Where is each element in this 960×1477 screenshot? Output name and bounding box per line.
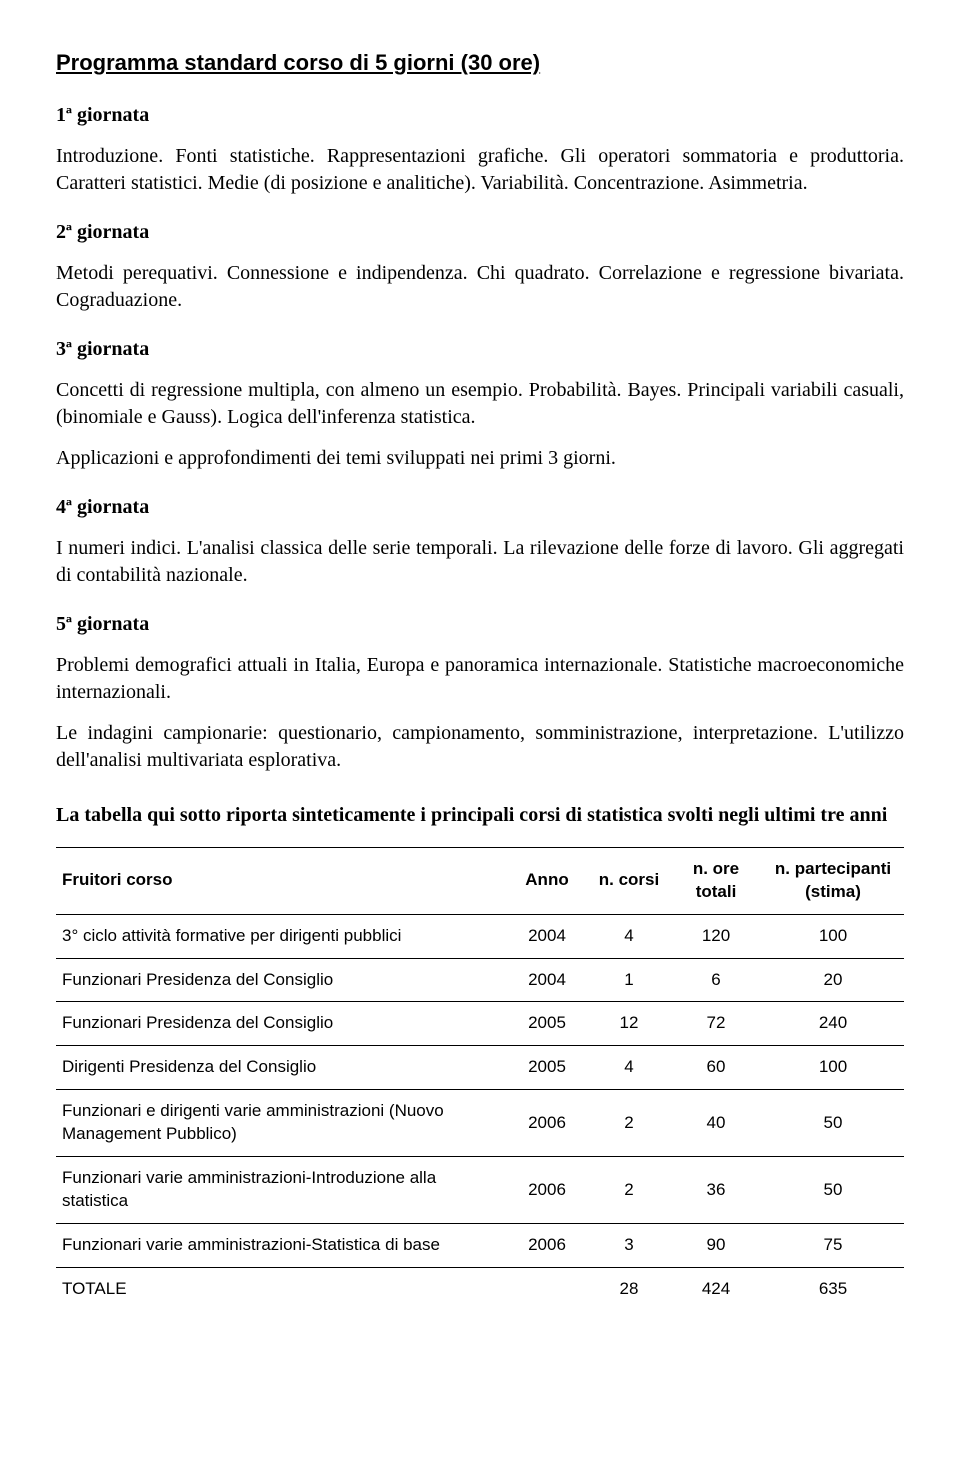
table-row: Funzionari Presidenza del Consiglio 2005…: [56, 1002, 904, 1046]
cell-ore: 60: [670, 1046, 762, 1090]
day-1-text: Introduzione. Fonti statistiche. Rappres…: [56, 143, 904, 197]
cell-part: 100: [762, 914, 904, 958]
day-4-text: I numeri indici. L'analisi classica dell…: [56, 535, 904, 589]
table-intro: La tabella qui sotto riporta sinteticame…: [56, 802, 904, 829]
day-5-heading: 5ª giornata: [56, 611, 904, 638]
cell-anno: 2006: [506, 1090, 588, 1157]
th-anno: Anno: [506, 847, 588, 914]
th-ore: n. ore totali: [670, 847, 762, 914]
day-4-heading: 4ª giornata: [56, 494, 904, 521]
cell-ore: 72: [670, 1002, 762, 1046]
cell-ore: 6: [670, 958, 762, 1002]
cell-ore: 40: [670, 1090, 762, 1157]
cell-label: Dirigenti Presidenza del Consiglio: [56, 1046, 506, 1090]
day-5: 5ª giornata Problemi demografici attuali…: [56, 611, 904, 774]
cell-anno: 2005: [506, 1002, 588, 1046]
cell-part: 50: [762, 1157, 904, 1224]
cell-part: 20: [762, 958, 904, 1002]
table-row: Funzionari e dirigenti varie amministraz…: [56, 1090, 904, 1157]
day-2: 2ª giornata Metodi perequativi. Connessi…: [56, 219, 904, 314]
day-5-text2: Le indagini campionarie: questionario, c…: [56, 720, 904, 774]
cell-total-ore: 424: [670, 1268, 762, 1311]
cell-anno: 2004: [506, 958, 588, 1002]
day-5-text: Problemi demografici attuali in Italia, …: [56, 652, 904, 706]
cell-ore: 90: [670, 1224, 762, 1268]
cell-ore: 36: [670, 1157, 762, 1224]
day-3-text: Concetti di regressione multipla, con al…: [56, 377, 904, 431]
cell-part: 75: [762, 1224, 904, 1268]
day-2-heading: 2ª giornata: [56, 219, 904, 246]
day-3: 3ª giornata Concetti di regressione mult…: [56, 336, 904, 472]
cell-label: 3° ciclo attività formative per dirigent…: [56, 914, 506, 958]
day-1: 1ª giornata Introduzione. Fonti statisti…: [56, 102, 904, 197]
document-title: Programma standard corso di 5 giorni (30…: [56, 48, 904, 78]
cell-label: Funzionari varie amministrazioni-Introdu…: [56, 1157, 506, 1224]
cell-label: Funzionari varie amministrazioni-Statist…: [56, 1224, 506, 1268]
cell-anno: 2006: [506, 1224, 588, 1268]
courses-table: Fruitori corso Anno n. corsi n. ore tota…: [56, 847, 904, 1311]
table-total-row: TOTALE 28 424 635: [56, 1268, 904, 1311]
th-partecipanti: n. partecipanti (stima): [762, 847, 904, 914]
day-3-heading: 3ª giornata: [56, 336, 904, 363]
table-row: Funzionari varie amministrazioni-Introdu…: [56, 1157, 904, 1224]
cell-anno: 2005: [506, 1046, 588, 1090]
table-row: Funzionari varie amministrazioni-Statist…: [56, 1224, 904, 1268]
cell-part: 240: [762, 1002, 904, 1046]
cell-anno: 2006: [506, 1157, 588, 1224]
cell-ncorsi: 3: [588, 1224, 670, 1268]
cell-total-anno: [506, 1268, 588, 1311]
day-3-text2: Applicazioni e approfondimenti dei temi …: [56, 445, 904, 472]
cell-ncorsi: 4: [588, 1046, 670, 1090]
cell-ore: 120: [670, 914, 762, 958]
day-2-text: Metodi perequativi. Connessione e indipe…: [56, 260, 904, 314]
th-ncorsi: n. corsi: [588, 847, 670, 914]
cell-label: Funzionari Presidenza del Consiglio: [56, 958, 506, 1002]
cell-anno: 2004: [506, 914, 588, 958]
day-4: 4ª giornata I numeri indici. L'analisi c…: [56, 494, 904, 589]
cell-total-ncorsi: 28: [588, 1268, 670, 1311]
table-header-row: Fruitori corso Anno n. corsi n. ore tota…: [56, 847, 904, 914]
cell-ncorsi: 4: [588, 914, 670, 958]
table-row: 3° ciclo attività formative per dirigent…: [56, 914, 904, 958]
cell-total-part: 635: [762, 1268, 904, 1311]
day-1-heading: 1ª giornata: [56, 102, 904, 129]
cell-ncorsi: 2: [588, 1090, 670, 1157]
cell-ncorsi: 1: [588, 958, 670, 1002]
cell-ncorsi: 2: [588, 1157, 670, 1224]
cell-total-label: TOTALE: [56, 1268, 506, 1311]
cell-ncorsi: 12: [588, 1002, 670, 1046]
th-fruitori: Fruitori corso: [56, 847, 506, 914]
cell-label: Funzionari e dirigenti varie amministraz…: [56, 1090, 506, 1157]
table-row: Funzionari Presidenza del Consiglio 2004…: [56, 958, 904, 1002]
cell-part: 50: [762, 1090, 904, 1157]
cell-label: Funzionari Presidenza del Consiglio: [56, 1002, 506, 1046]
table-row: Dirigenti Presidenza del Consiglio 2005 …: [56, 1046, 904, 1090]
cell-part: 100: [762, 1046, 904, 1090]
